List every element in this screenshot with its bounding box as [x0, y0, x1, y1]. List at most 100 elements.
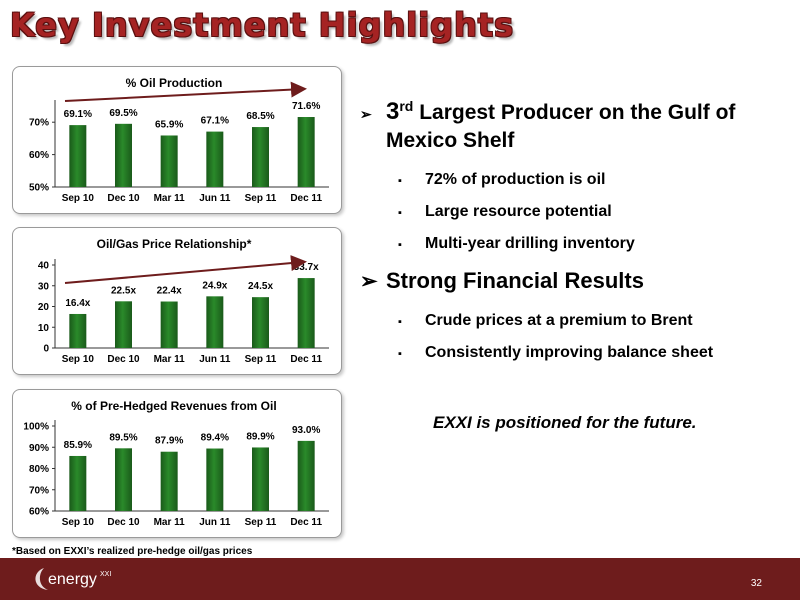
data-label: 22.4x	[157, 286, 182, 297]
y-tick-label: 70%	[29, 118, 49, 129]
data-label: 67.1%	[201, 116, 229, 127]
y-tick-label: 60%	[29, 507, 49, 518]
arrow-bullet-icon: ➢	[360, 106, 372, 122]
page-number: 32	[750, 578, 762, 589]
bar	[69, 125, 87, 187]
oil-production-chart: % Oil Production 50% 60% 70% 69.1% Sep 10 69.5…	[12, 66, 342, 214]
y-tick-label: 30	[38, 281, 50, 292]
data-label: 69.5%	[109, 108, 137, 119]
x-tick-label: Sep 10	[62, 193, 95, 204]
x-tick-label: Sep 11	[245, 193, 277, 204]
sub-bullet-drilling: ▪ Multi-year drilling inventory	[398, 235, 790, 253]
square-bullet-icon: ▪	[398, 207, 402, 219]
x-tick-label: Sep 11	[245, 517, 277, 528]
square-bullet-icon: ▪	[398, 239, 402, 251]
y-tick-label: 50%	[29, 183, 49, 194]
x-tick-label: Dec 10	[107, 517, 140, 528]
bar	[297, 440, 315, 511]
trend-arrow	[64, 81, 307, 102]
bar	[297, 278, 315, 348]
sub-bullet-text: Large resource potential	[425, 203, 612, 220]
bar	[160, 135, 178, 187]
bullet-largest-producer-text: 3rd Largest Producer on the Gulf of Mexi…	[386, 92, 790, 155]
ordinal-suffix: rd	[399, 98, 414, 114]
y-tick-label: 10	[38, 323, 50, 334]
y-tick-label: 20	[38, 302, 50, 313]
x-tick-label: Sep 11	[245, 354, 277, 365]
logo-text: energy	[48, 571, 97, 588]
y-tick-label: 100%	[23, 422, 49, 433]
data-label: 71.6%	[292, 101, 320, 112]
sub-bullet-text: Consistently improving balance sheet	[425, 344, 714, 361]
x-tick-label: Dec 10	[107, 354, 140, 365]
logo-superscript: XXI	[100, 571, 111, 578]
oil-gas-price-chart: Oil/Gas Price Relationship* 0 10 20 30 40 16.4…	[12, 227, 342, 375]
slide-title: Key Investment Highlights	[10, 6, 515, 44]
sub-bullet-crude-prices: ▪ Crude prices at a premium to Brent	[398, 312, 790, 330]
chart-svg: % of Pre-Hedged Revenues from Oil 60% 70% 8…	[23, 399, 329, 528]
bar	[160, 451, 178, 511]
y-tick-label: 80%	[29, 464, 49, 475]
data-label: 85.9%	[64, 440, 92, 451]
arrow-bullet-icon: ➢	[360, 270, 378, 293]
data-label: 89.4%	[201, 433, 229, 444]
bullet-largest-producer-label: Largest Producer on the Gulf of Mexico S…	[386, 101, 736, 152]
bar	[297, 117, 315, 187]
bullet-financial-results: ➢ Strong Financial Results	[360, 267, 790, 296]
bar	[160, 301, 178, 348]
square-bullet-icon: ▪	[398, 348, 402, 360]
square-bullet-icon: ▪	[398, 316, 402, 328]
data-label: 87.9%	[155, 436, 183, 447]
x-tick-label: Dec 11	[290, 193, 322, 204]
sub-bullet-oil-share: ▪ 72% of production is oil	[398, 171, 790, 189]
data-label: 16.4x	[65, 298, 90, 309]
chart-title: % Oil Production	[126, 76, 223, 90]
data-label: 89.9%	[246, 431, 274, 442]
x-tick-label: Mar 11	[154, 354, 186, 365]
x-tick-label: Jun 11	[199, 517, 231, 528]
y-tick-label: 60%	[29, 150, 49, 161]
bar	[206, 296, 224, 348]
chart-svg: Oil/Gas Price Relationship* 0 10 20 30 40 16.4…	[38, 237, 329, 365]
bullet-financial-results-text: Strong Financial Results	[386, 268, 644, 293]
sub-bullet-text: 72% of production is oil	[425, 171, 606, 188]
logo-swoosh-icon: energy XXI	[35, 568, 111, 590]
data-label: 22.5x	[111, 285, 136, 296]
x-tick-label: Sep 10	[62, 354, 95, 365]
data-label: 24.9x	[202, 280, 227, 291]
chart-title: % of Pre-Hedged Revenues from Oil	[71, 399, 276, 413]
x-tick-label: Dec 10	[107, 193, 140, 204]
bullet-largest-producer: ➢ 3rd Largest Producer on the Gulf of Me…	[360, 92, 790, 155]
data-label: 68.5%	[246, 111, 274, 122]
x-tick-label: Dec 11	[290, 354, 322, 365]
bar	[69, 313, 87, 348]
bar	[69, 455, 87, 511]
x-tick-label: Mar 11	[154, 517, 186, 528]
chart-svg: % Oil Production 50% 60% 70% 69.1% Sep 10 69.5…	[29, 76, 329, 204]
bar	[252, 447, 269, 511]
y-tick-label: 40	[38, 261, 50, 272]
x-tick-label: Jun 11	[199, 354, 231, 365]
x-tick-label: Sep 10	[62, 517, 95, 528]
x-tick-label: Mar 11	[154, 193, 186, 204]
bar	[115, 123, 132, 187]
data-label: 69.1%	[64, 109, 92, 120]
bar	[252, 127, 269, 187]
bar	[252, 297, 269, 348]
sub-bullet-text: Multi-year drilling inventory	[425, 235, 635, 252]
sub-bullet-text: Crude prices at a premium to Brent	[425, 312, 693, 329]
sub-bullet-balance-sheet: ▪ Consistently improving balance sheet	[398, 344, 790, 362]
x-tick-label: Jun 11	[199, 193, 231, 204]
sub-bullet-resource: ▪ Large resource potential	[398, 203, 790, 221]
data-label: 33.7x	[294, 262, 319, 273]
data-label: 89.5%	[109, 432, 137, 443]
tagline: EXXI is positioned for the future.	[433, 413, 697, 432]
energy-xxi-logo: energy XXI	[30, 564, 140, 599]
data-label: 93.0%	[292, 425, 320, 436]
y-tick-label: 0	[43, 344, 49, 355]
ordinal-number: 3	[386, 98, 400, 125]
footnote: *Based on EXXI’s realized pre-hedge oil/…	[12, 546, 253, 557]
x-tick-label: Dec 11	[290, 517, 322, 528]
bar	[206, 131, 224, 187]
square-bullet-icon: ▪	[398, 175, 402, 187]
